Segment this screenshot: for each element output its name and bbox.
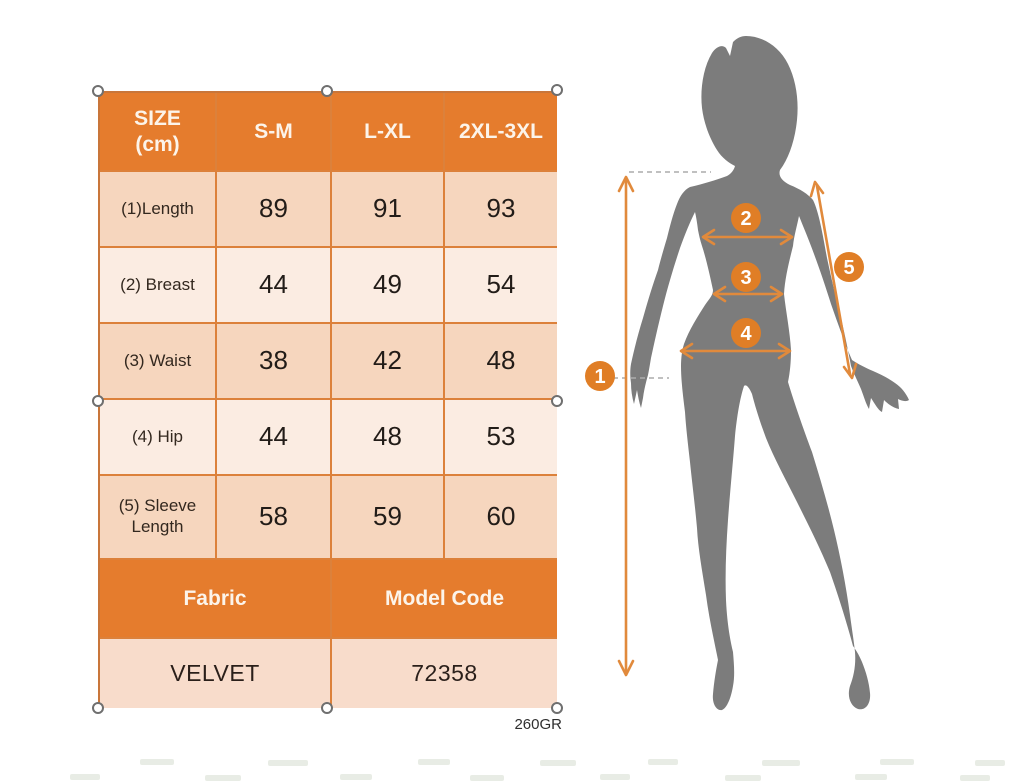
row-label-hip: (4) Hip	[100, 400, 217, 476]
marker-3-label: 3	[740, 267, 751, 289]
fabric-value: VELVET	[100, 639, 332, 708]
marker-5-label: 5	[843, 257, 854, 279]
breast-2xl-3xl: 54	[445, 248, 557, 324]
row-label-length: (1)Length	[100, 172, 217, 248]
marker-3: 3	[731, 262, 761, 292]
selection-handle-top-right[interactable]	[551, 84, 563, 96]
row-label-sleeve-length: (5) Sleeve Length	[100, 476, 217, 560]
model-code-value: 72358	[332, 639, 557, 708]
marker-2-label: 2	[740, 208, 751, 230]
female-silhouette	[630, 36, 909, 711]
sleeve-s-m: 58	[217, 476, 332, 560]
hip-s-m: 44	[217, 400, 332, 476]
selection-handle-top-center[interactable]	[321, 85, 333, 97]
marker-5: 5	[834, 252, 864, 282]
marker-2: 2	[731, 203, 761, 233]
length-s-m: 89	[217, 172, 332, 248]
row-label-waist: (3) Waist	[100, 324, 217, 400]
sleeve-2xl-3xl: 60	[445, 476, 557, 560]
selection-handle-top-left[interactable]	[92, 85, 104, 97]
breast-l-xl: 49	[332, 248, 445, 324]
length-l-xl: 91	[332, 172, 445, 248]
fabric-header: Fabric	[100, 560, 332, 639]
hip-l-xl: 48	[332, 400, 445, 476]
marker-1: 1	[585, 361, 615, 391]
length-arrow	[617, 175, 635, 677]
waist-2xl-3xl: 48	[445, 324, 557, 400]
corner-header-size-cm: SIZE (cm)	[100, 93, 217, 172]
selection-handle-bottom-right[interactable]	[551, 702, 563, 714]
waist-arrow	[712, 285, 784, 303]
waist-l-xl: 42	[332, 324, 445, 400]
sleeve-l-xl: 59	[332, 476, 445, 560]
marker-4-label: 4	[740, 323, 752, 345]
selection-handle-mid-right[interactable]	[551, 395, 563, 407]
row-label-breast: (2) Breast	[100, 248, 217, 324]
waist-s-m: 38	[217, 324, 332, 400]
breast-arrow	[701, 228, 794, 246]
corner-header-line1: SIZE	[134, 106, 181, 130]
col-header-2xl-3xl: 2XL-3XL	[445, 93, 557, 172]
breast-s-m: 44	[217, 248, 332, 324]
sleeve-arrow	[809, 180, 858, 380]
col-header-s-m: S-M	[217, 93, 332, 172]
marker-4: 4	[731, 318, 761, 348]
weight-note: 260GR	[514, 716, 562, 733]
col-header-l-xl: L-XL	[332, 93, 445, 172]
corner-header-line2: (cm)	[135, 132, 180, 156]
size-chart-table: SIZE (cm) S-M L-XL 2XL-3XL (1)Length 89 …	[98, 91, 557, 708]
hip-arrow	[679, 342, 792, 360]
selection-handle-mid-left[interactable]	[92, 395, 104, 407]
selection-handle-bottom-left[interactable]	[92, 702, 104, 714]
marker-1-label: 1	[594, 366, 605, 388]
measurement-figure: 1 2 3 4 5	[585, 36, 909, 711]
selection-handle-bottom-center[interactable]	[321, 702, 333, 714]
model-code-header: Model Code	[332, 560, 557, 639]
length-2xl-3xl: 93	[445, 172, 557, 248]
hip-2xl-3xl: 53	[445, 400, 557, 476]
